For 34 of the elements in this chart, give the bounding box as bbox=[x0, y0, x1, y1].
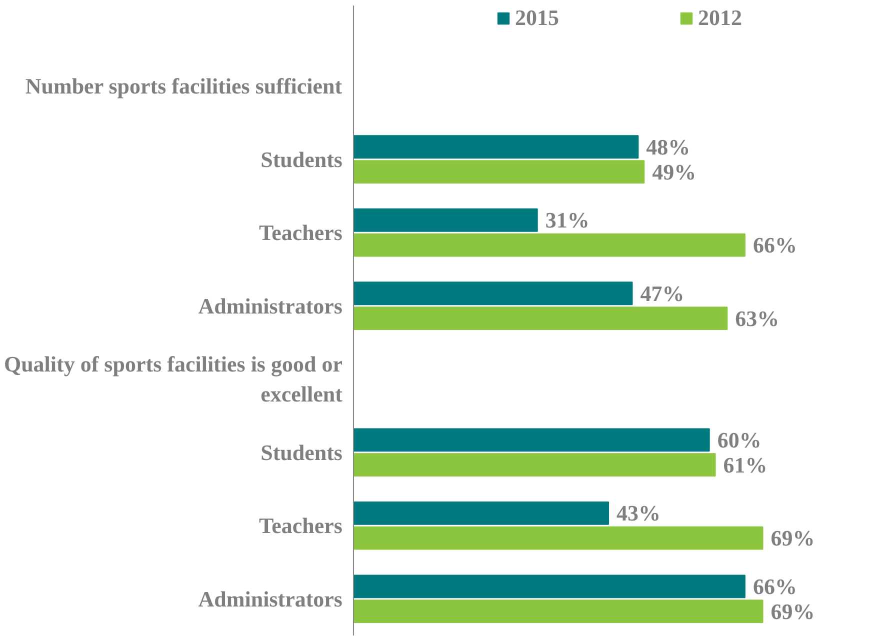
bar bbox=[354, 574, 746, 598]
data-label: 31% bbox=[545, 208, 590, 233]
bar bbox=[354, 160, 645, 184]
y-tick-label: Students bbox=[260, 146, 343, 172]
data-label: 48% bbox=[646, 134, 690, 160]
bar bbox=[354, 306, 728, 330]
y-tick-label: Teachers bbox=[258, 513, 343, 538]
data-label: 69% bbox=[770, 598, 815, 624]
y-tick-label: Administrators bbox=[198, 293, 343, 318]
legend-label: 2012 bbox=[698, 5, 742, 31]
y-tick-label: Teachers bbox=[258, 220, 343, 246]
y-tick-label: Administrators bbox=[198, 586, 343, 612]
bar bbox=[354, 600, 764, 624]
data-label: 49% bbox=[652, 159, 696, 184]
data-label: 63% bbox=[735, 306, 780, 331]
legend-label: 2015 bbox=[515, 5, 559, 31]
bar bbox=[354, 453, 716, 477]
data-label: 60% bbox=[717, 427, 762, 452]
y-tick-label: Quality of sports facilities is good or excellent bbox=[4, 352, 344, 407]
bar bbox=[354, 526, 764, 550]
bar bbox=[354, 501, 610, 525]
bar bbox=[354, 135, 639, 159]
data-label: 61% bbox=[723, 452, 768, 478]
bar bbox=[354, 233, 746, 257]
data-label: 69% bbox=[770, 526, 815, 551]
bar bbox=[354, 428, 710, 452]
y-tick-label: Students bbox=[260, 440, 343, 465]
data-label: 66% bbox=[752, 232, 797, 258]
bar bbox=[354, 282, 633, 306]
data-label: 43% bbox=[616, 500, 661, 526]
data-label: 66% bbox=[752, 574, 797, 599]
bar bbox=[354, 208, 538, 232]
data-label: 47% bbox=[640, 280, 684, 306]
y-tick-label: Number sports facilities sufficient bbox=[25, 74, 343, 99]
